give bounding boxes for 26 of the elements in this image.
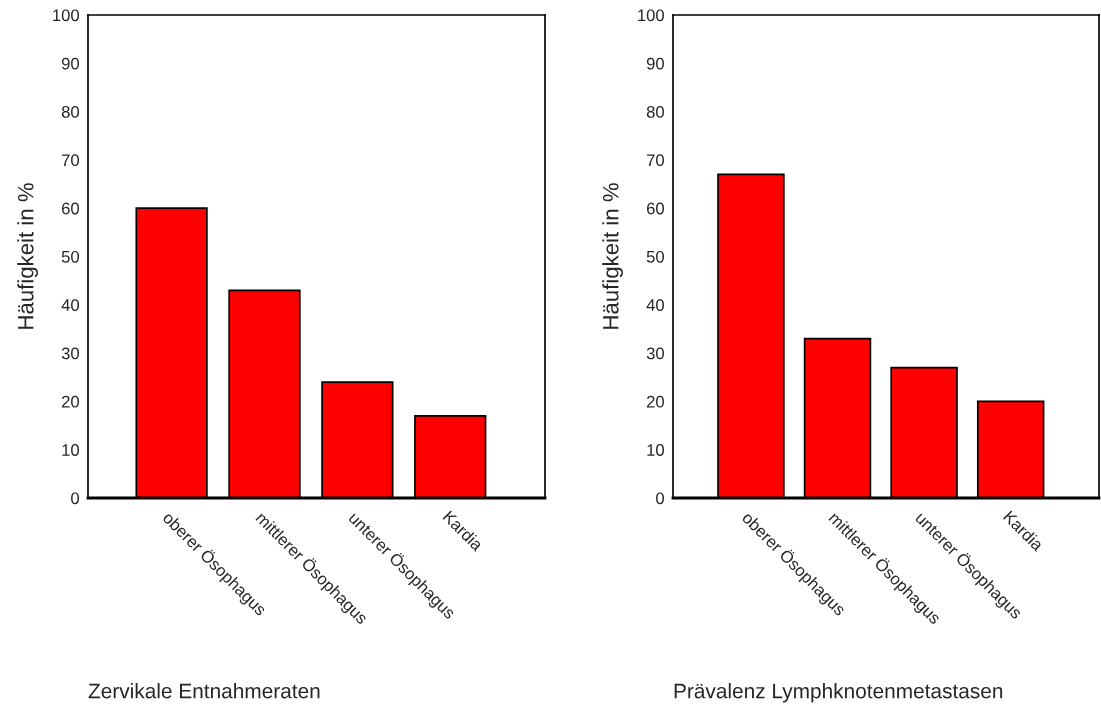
y-tick-label: 50 [61,250,80,263]
y-tick-label: 0 [71,492,80,505]
y-tick-label: 60 [61,202,80,215]
y-tick-label: 20 [61,395,80,408]
y-tick-label: 30 [61,347,80,360]
y-tick-label: 70 [61,154,80,167]
y-tick-label: 40 [646,299,665,311]
y-tick-label: 40 [61,299,80,311]
y-tick-label: 80 [646,106,665,118]
y-tick-label: 100 [638,9,665,22]
x-axis-title: Zervikale Entnahmeraten [88,683,320,699]
y-axis-title: Häufigkeit in % [17,183,38,329]
x-axis-title: Prävalenz Lymphknotenmetastasen [674,683,1003,703]
y-tick-label: 10 [647,444,665,456]
y-tick-label: 90 [646,57,665,70]
y-axis-title: Häufigkeit in % [602,183,623,329]
y-tick-label: 60 [646,202,665,215]
y-tick-label: 50 [646,250,665,263]
y-tick-label: 20 [646,395,665,408]
y-tick-label: 70 [646,154,665,167]
y-tick-label: 10 [62,444,80,456]
y-tick-label: 80 [61,106,80,118]
y-tick-label: 0 [656,492,665,505]
y-tick-label: 100 [53,9,80,22]
y-tick-label: 30 [646,347,665,360]
y-tick-label: 90 [61,57,80,70]
